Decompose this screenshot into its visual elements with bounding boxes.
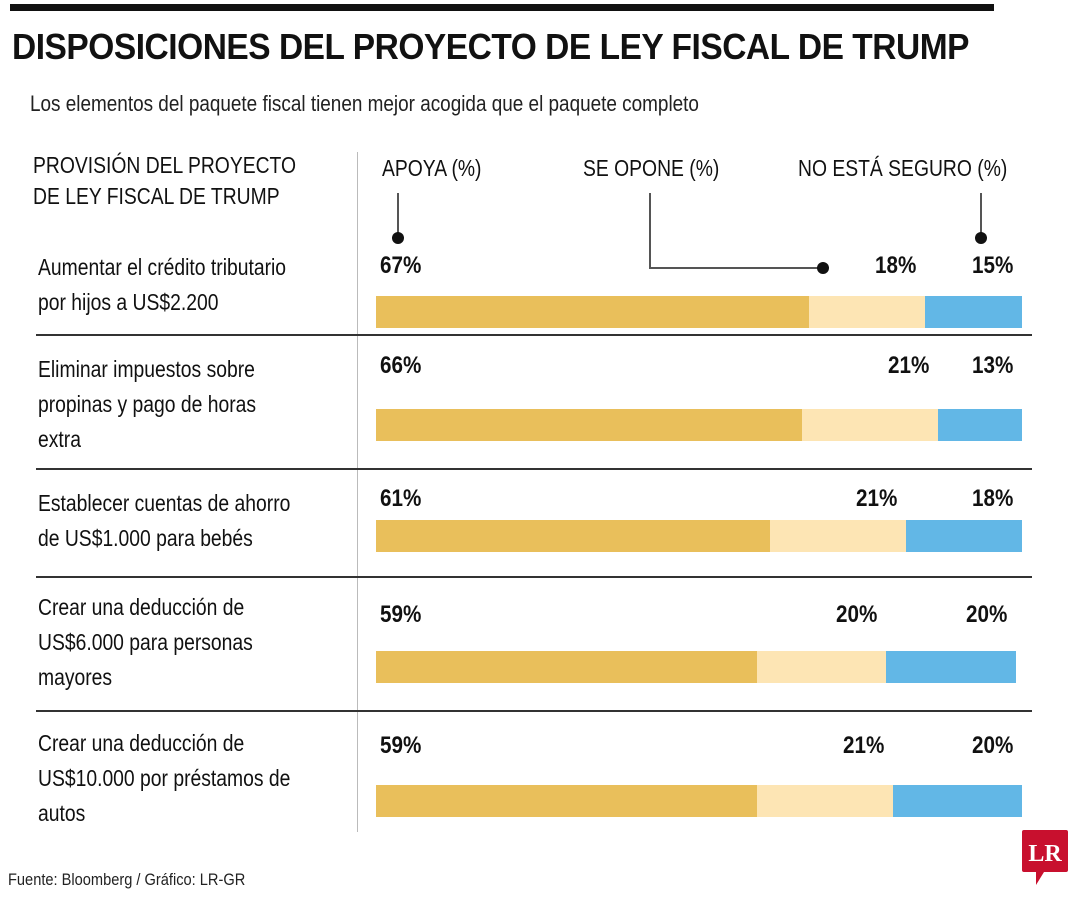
category-label-line: por hijos a US$2.200 — [38, 289, 219, 315]
category-label-line: US$10.000 por préstamos de — [38, 765, 291, 791]
value-label-apoya: 59% — [380, 732, 422, 759]
value-label-apoya: 67% — [380, 252, 422, 279]
bar-segment-apoya — [376, 785, 758, 817]
leader-dot-apoya — [392, 232, 404, 244]
bar-segment-no-seguro — [905, 520, 1022, 552]
chart-title: DISPOSICIONES DEL PROYECTO DE LEY FISCAL… — [12, 26, 969, 67]
category-header-line-1: PROVISIÓN DEL PROYECTO — [33, 152, 297, 178]
category-label-line: Crear una deducción de — [38, 730, 245, 756]
leader-dot-no-seguro — [975, 232, 987, 244]
category-label-line: mayores — [38, 664, 113, 690]
value-label-se-opone: 20% — [836, 601, 878, 628]
leader-line-se-opone-vertical — [649, 193, 651, 268]
leader-dot-se-opone — [817, 262, 829, 274]
bar-segment-apoya — [376, 520, 771, 552]
value-label-se-opone: 21% — [842, 732, 885, 759]
category-label-line: US$6.000 para personas — [38, 629, 253, 655]
stacked-bar — [376, 651, 1022, 683]
bar-segment-se-opone — [770, 520, 906, 552]
value-label-no-seguro: 18% — [972, 485, 1014, 512]
legend-apoya: APOYA (%) — [382, 155, 482, 181]
stacked-bar — [376, 520, 1022, 552]
stacked-bar — [376, 785, 1022, 817]
category-label: Crear una deducción de US$6.000 para pers… — [38, 590, 253, 695]
value-label-se-opone: 18% — [875, 252, 917, 279]
category-label-line: Aumentar el crédito tributario — [38, 254, 287, 280]
source-note: Fuente: Bloomberg / Gráfico: LR-GR — [8, 870, 246, 889]
bar-segment-apoya — [376, 409, 803, 441]
legend-se-opone: SE OPONE (%) — [583, 155, 720, 181]
value-label-se-opone: 21% — [855, 485, 898, 512]
category-header-line-2: DE LEY FISCAL DE TRUMP — [33, 183, 280, 209]
row-separator — [36, 576, 1032, 578]
bar-segment-no-seguro — [892, 785, 1022, 817]
legend-no-seguro: NO ESTÁ SEGURO (%) — [798, 155, 1008, 181]
column-divider — [357, 152, 358, 832]
top-rule — [10, 4, 994, 11]
category-label-line: Eliminar impuestos sobre — [38, 356, 255, 382]
bar-segment-no-seguro — [938, 409, 1022, 441]
category-label-line: extra — [38, 426, 81, 452]
leader-line-se-opone-horizontal — [649, 267, 821, 269]
value-label-no-seguro: 15% — [972, 252, 1014, 279]
category-label-line: Crear una deducción de — [38, 594, 245, 620]
stacked-bar — [376, 409, 1022, 441]
bar-segment-apoya — [376, 296, 809, 328]
stacked-bar — [376, 296, 1022, 328]
category-label-line: propinas y pago de horas — [38, 391, 257, 417]
value-label-no-seguro: 20% — [972, 732, 1014, 759]
category-label: Crear una deducción de US$10.000 por prés… — [38, 726, 290, 831]
category-label: Eliminar impuestos sobre propinas y pago … — [38, 352, 256, 457]
bar-segment-se-opone — [757, 651, 887, 683]
row-separator — [36, 468, 1032, 470]
value-label-no-seguro: 13% — [972, 352, 1014, 379]
leader-line-no-seguro — [980, 193, 982, 235]
value-label-apoya: 66% — [380, 352, 422, 379]
chart-subtitle: Los elementos del paquete fiscal tienen … — [30, 91, 699, 116]
bar-segment-apoya — [376, 651, 758, 683]
value-label-apoya: 61% — [380, 485, 422, 512]
leader-line-apoya — [397, 193, 399, 235]
value-label-no-seguro: 20% — [965, 601, 1007, 628]
category-label-line: de US$1.000 para bebés — [38, 525, 253, 551]
bar-segment-se-opone — [757, 785, 893, 817]
category-label-line: autos — [38, 800, 86, 826]
row-separator — [36, 334, 1032, 336]
value-label-apoya: 59% — [380, 601, 422, 628]
bar-segment-se-opone — [808, 296, 926, 328]
category-label: Establecer cuentas de ahorro de US$1.000 … — [38, 486, 290, 556]
bar-segment-se-opone — [802, 409, 939, 441]
row-separator — [36, 710, 1032, 712]
logo-text: LR — [1028, 841, 1062, 867]
value-label-se-opone: 21% — [888, 352, 930, 379]
bar-segment-no-seguro — [886, 651, 1016, 683]
category-label-line: Establecer cuentas de ahorro — [38, 490, 291, 516]
category-column-header: PROVISIÓN DEL PROYECTO DE LEY FISCAL DE … — [33, 150, 296, 212]
category-label: Aumentar el crédito tributario por hijos … — [38, 250, 286, 320]
bar-segment-no-seguro — [925, 296, 1022, 328]
lr-logo-icon: LR — [1022, 830, 1068, 885]
